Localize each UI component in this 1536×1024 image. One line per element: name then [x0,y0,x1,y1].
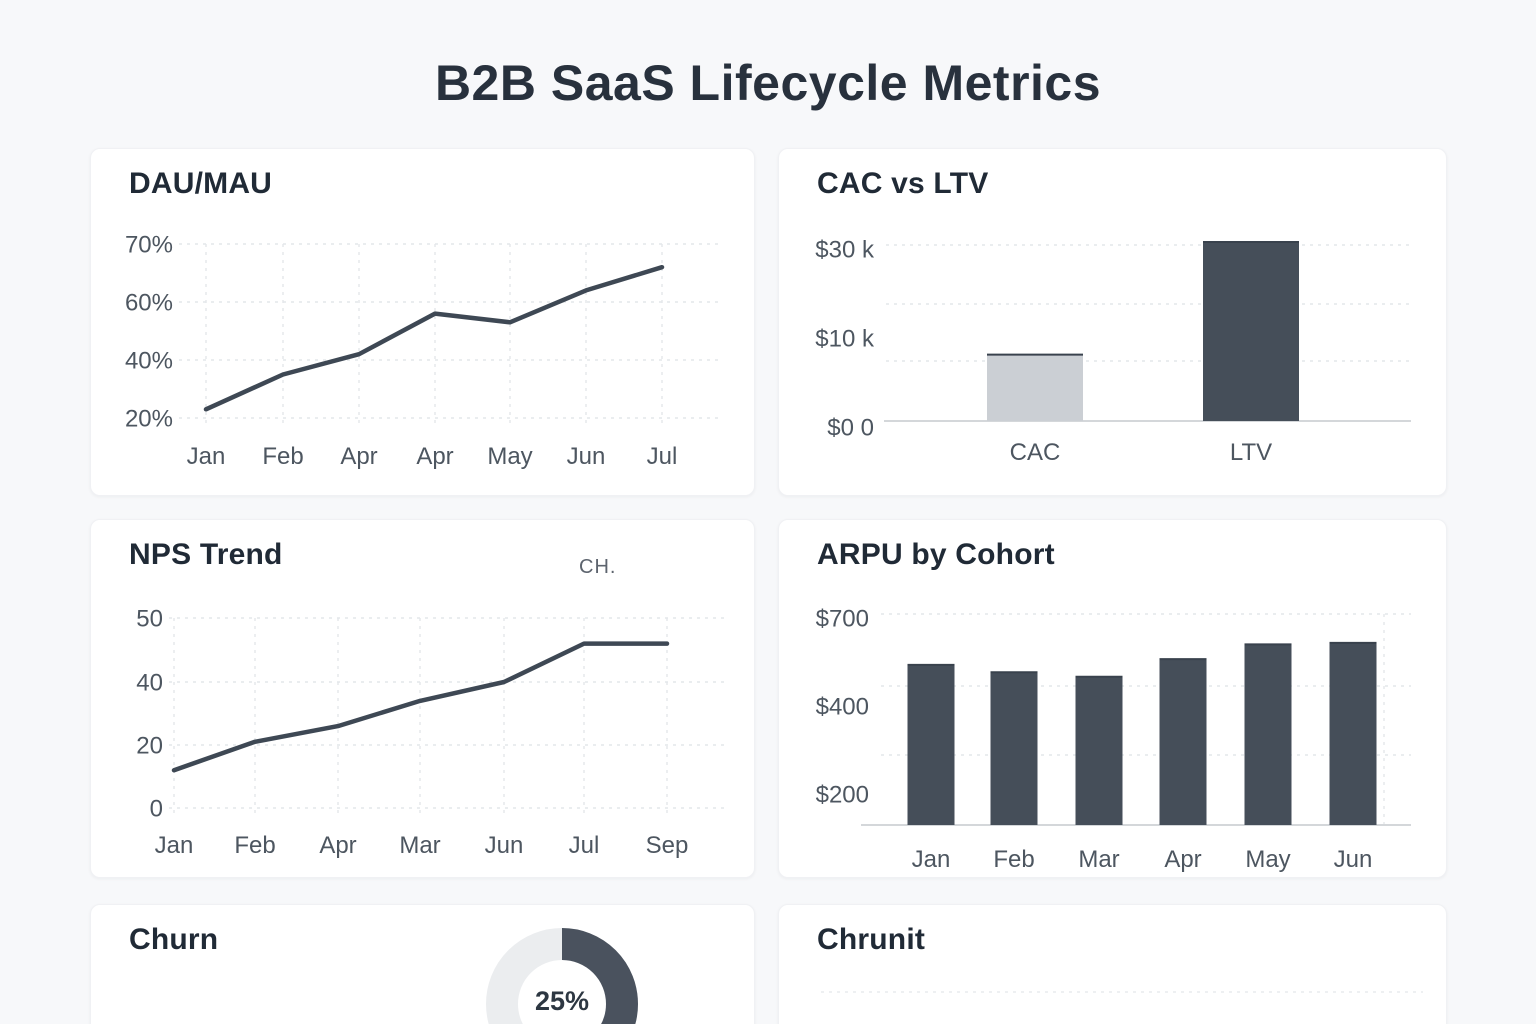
svg-text:Jul: Jul [569,832,600,859]
svg-text:40: 40 [136,669,163,696]
svg-text:Jan: Jan [155,832,194,859]
svg-text:CAC: CAC [1010,439,1061,466]
svg-text:40%: 40% [125,347,173,374]
svg-text:0: 0 [150,795,163,822]
svg-text:20: 20 [136,732,163,759]
svg-text:$700: $700 [816,605,869,632]
cac-ltv-bar-chart: $30 k $10 k $0 0 CAC LTV [815,236,1411,466]
svg-text:Feb: Feb [993,846,1034,873]
nps-legend-label: CH. [579,556,617,578]
chart-title-chrunit: Chrunit [817,923,926,956]
dau-mau-line-chart: 70% 60% 40% 20% Jan Feb Apr Apr May Jun Jul [125,231,723,470]
svg-text:Sep: Sep [646,832,689,859]
churn-percent-label: 25% [534,986,590,1016]
svg-text:$400: $400 [816,693,869,720]
svg-text:Feb: Feb [234,832,275,859]
svg-text:Mar: Mar [399,832,440,859]
churn-donut-chart [486,928,638,1024]
svg-text:Jan: Jan [187,443,226,470]
svg-text:LTV: LTV [1230,439,1272,466]
card-nps-trend: NPS Trend CH. 50 40 20 0 Jan Feb Apr Mar Jun Jul S… [90,519,755,878]
svg-text:Jul: Jul [647,443,678,470]
svg-text:20%: 20% [125,405,173,432]
chart-title-cac-ltv: CAC vs LTV [817,167,989,200]
chart-title-nps: NPS Trend [129,538,283,571]
svg-text:Jun: Jun [1334,846,1373,873]
chrunit-empty-chart [821,991,1423,993]
arpu-bar-chart: $700 $400 $200 Jan Feb Mar Apr May Jun [816,605,1411,873]
svg-text:$30 k: $30 k [815,236,875,263]
card-arpu-cohort: ARPU by Cohort $700 $400 $200 Jan Feb Mar Apr M… [778,519,1447,878]
svg-text:60%: 60% [125,289,173,316]
card-churn: Churn 25% [90,904,755,1024]
svg-text:$200: $200 [816,781,869,808]
chart-title-churn: Churn [129,923,219,956]
svg-text:May: May [1245,846,1290,873]
svg-text:Apr: Apr [416,443,453,470]
chart-title-arpu: ARPU by Cohort [817,538,1055,571]
svg-text:Apr: Apr [340,443,377,470]
svg-text:Feb: Feb [262,443,303,470]
svg-text:Mar: Mar [1078,846,1119,873]
svg-text:Jun: Jun [567,443,606,470]
svg-text:Jan: Jan [912,846,951,873]
page-title: B2B SaaS Lifecycle Metrics [434,55,1102,111]
svg-text:Apr: Apr [319,832,356,859]
nps-line-chart: 50 40 20 0 Jan Feb Apr Mar Jun Jul Sep [136,605,726,859]
svg-text:$0 0: $0 0 [827,414,874,441]
card-chrunit: Chrunit [778,904,1447,1024]
chart-title-dau-mau: DAU/MAU [129,167,273,200]
svg-text:$10 k: $10 k [815,325,875,352]
svg-text:50: 50 [136,605,163,632]
svg-text:Jun: Jun [485,832,524,859]
svg-text:Apr: Apr [1164,846,1201,873]
card-dau-mau: DAU/MAU 70% 60% 40% 20% Jan Feb Apr Apr May Jun Ju… [90,148,755,496]
svg-text:70%: 70% [125,231,173,258]
card-cac-ltv: CAC vs LTV $30 k $10 k $0 0 CAC LTV [778,148,1447,496]
svg-text:May: May [487,443,532,470]
